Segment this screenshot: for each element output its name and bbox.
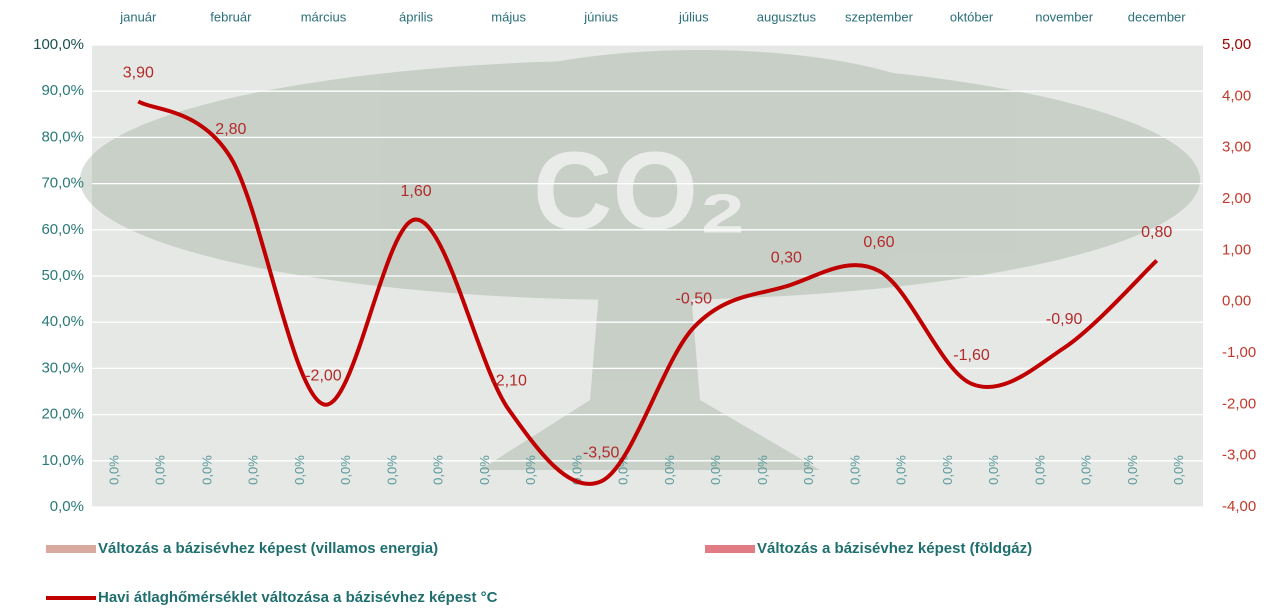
bar-value-label: 0,0%: [153, 455, 168, 485]
bar-value-label: 0,0%: [755, 455, 770, 485]
x-tick-label: december: [1128, 9, 1186, 24]
x-tick-label: február: [210, 9, 252, 24]
x-tick-label: április: [399, 9, 433, 24]
x-tick-label: május: [491, 9, 526, 24]
y-tick-label: 90,0%: [41, 82, 84, 99]
x-tick-label: július: [678, 9, 709, 24]
x-tick-label: október: [950, 9, 994, 24]
bar-value-label: 0,0%: [847, 455, 862, 485]
data-label: -0,50: [676, 291, 713, 308]
bar-value-label: 0,0%: [107, 455, 122, 485]
y2-tick-label: 3,00: [1222, 139, 1251, 156]
y2-tick-label: 4,00: [1222, 87, 1251, 104]
data-label: 2,80: [215, 121, 246, 138]
data-label: -2,00: [305, 368, 342, 385]
y2-tick-label: -3,00: [1222, 447, 1256, 464]
tree-watermark: CO₂: [80, 50, 1200, 470]
bar-value-label: 0,0%: [1033, 455, 1048, 485]
bar-value-label: 0,0%: [662, 455, 677, 485]
legend-swatch: [705, 545, 755, 553]
bar-value-label: 0,0%: [570, 455, 585, 485]
data-label: 0,30: [771, 249, 802, 266]
data-label: -3,50: [583, 445, 620, 462]
data-label: -2,10: [490, 373, 527, 390]
data-label: 0,60: [863, 234, 894, 251]
y2-tick-label: 2,00: [1222, 190, 1251, 207]
x-tick-label: január: [119, 9, 157, 24]
y2-tick-label: 5,00: [1222, 36, 1251, 53]
bar-value-label: 0,0%: [1125, 455, 1140, 485]
data-label: 0,80: [1141, 224, 1172, 241]
y-tick-label: 60,0%: [41, 221, 84, 238]
y-tick-label: 20,0%: [41, 406, 84, 423]
legend-swatch: [46, 545, 96, 553]
bar-value-label: 0,0%: [199, 455, 214, 485]
y2-tick-label: -2,00: [1222, 395, 1256, 412]
bar-value-label: 0,0%: [986, 455, 1001, 485]
y2-tick-label: 1,00: [1222, 241, 1251, 258]
y-tick-label: 70,0%: [41, 175, 84, 192]
y-tick-label: 80,0%: [41, 128, 84, 145]
data-label: 1,60: [400, 183, 431, 200]
x-tick-label: szeptember: [845, 9, 914, 24]
bar-value-label: 0,0%: [477, 455, 492, 485]
bar-value-label: 0,0%: [801, 455, 816, 485]
x-tick-label: augusztus: [757, 9, 817, 24]
line: [137, 99, 1159, 486]
bar-value-label: 0,0%: [893, 455, 908, 485]
y-tick-label: 100,0%: [33, 36, 84, 53]
bar-value-label: 0,0%: [940, 455, 955, 485]
bar-value-label: 0,0%: [245, 455, 260, 485]
bar-value-label: 0,0%: [430, 455, 445, 485]
y-tick-label: 40,0%: [41, 313, 84, 330]
y-tick-label: 50,0%: [41, 267, 84, 284]
bar-value-label: 0,0%: [523, 455, 538, 485]
svg-text:CO₂: CO₂: [533, 130, 747, 253]
y-tick-label: 10,0%: [41, 452, 84, 469]
y2-tick-label: -1,00: [1222, 344, 1256, 361]
bar-value-label: 0,0%: [708, 455, 723, 485]
bar-value-label: 0,0%: [384, 455, 399, 485]
y2-tick-label: 0,00: [1222, 293, 1251, 310]
bar-value-label: 0,0%: [1079, 455, 1094, 485]
data-label: -0,90: [1046, 311, 1083, 328]
bar-value-label: 0,0%: [338, 455, 353, 485]
x-tick-label: március: [301, 9, 347, 24]
data-label: 3,90: [123, 65, 154, 82]
data-label: -1,60: [953, 347, 990, 364]
x-tick-label: november: [1035, 9, 1093, 24]
legend-label: Változás a bázisévhez képest (földgáz): [757, 540, 1032, 557]
y-tick-label: 30,0%: [41, 359, 84, 376]
y2-tick-label: -4,00: [1222, 498, 1256, 515]
legend-label: Havi átlaghőmérséklet változása a bázisé…: [98, 589, 498, 606]
legend-label: Változás a bázisévhez képest (villamos e…: [98, 540, 438, 557]
x-tick-label: június: [583, 9, 618, 24]
bar-value-label: 0,0%: [292, 455, 307, 485]
bar-value-label: 0,0%: [1171, 455, 1186, 485]
y-tick-label: 0,0%: [50, 498, 84, 515]
